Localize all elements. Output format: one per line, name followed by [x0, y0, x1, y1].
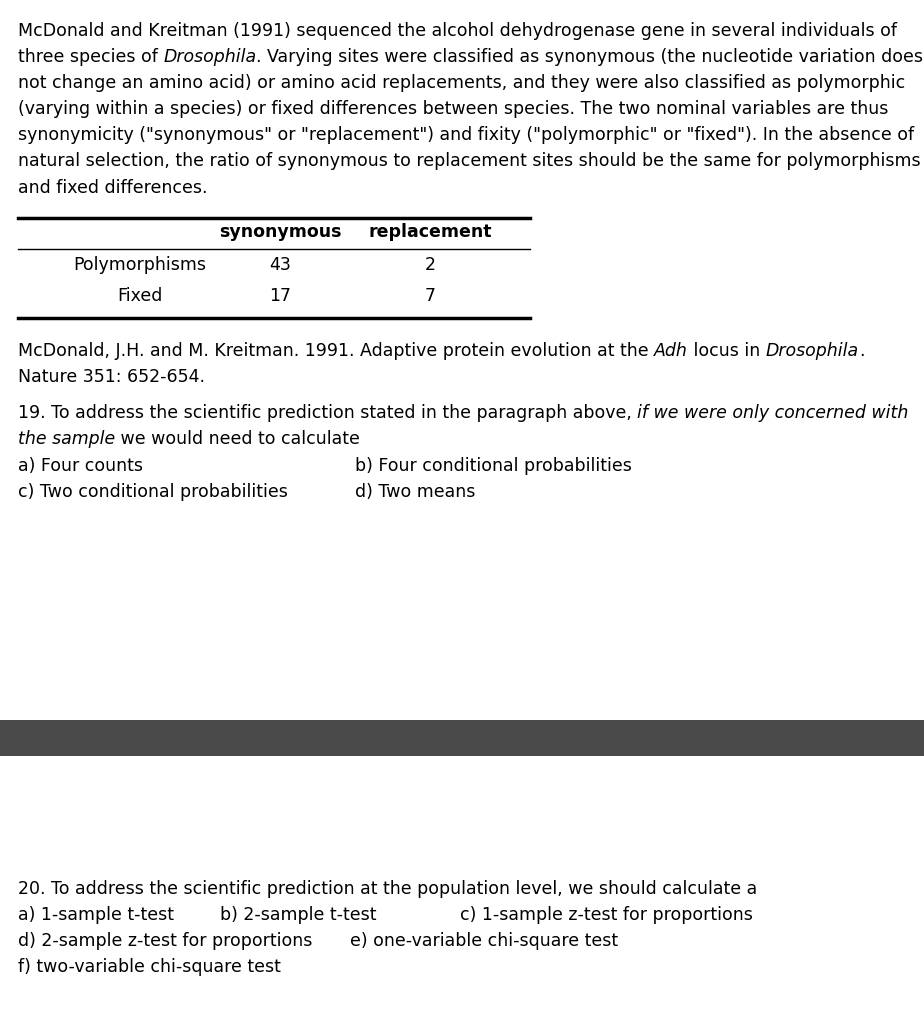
Text: 19. To address the scientific prediction stated in the paragraph above,: 19. To address the scientific prediction… — [18, 404, 638, 422]
Text: f) two-variable chi-square test: f) two-variable chi-square test — [18, 958, 281, 976]
Text: a) Four counts: a) Four counts — [18, 457, 143, 474]
Text: a) 1-sample t-test: a) 1-sample t-test — [18, 906, 174, 924]
Text: McDonald, J.H. and M. Kreitman. 1991. Adaptive protein evolution at the: McDonald, J.H. and M. Kreitman. 1991. Ad… — [18, 342, 654, 359]
Text: b) 2-sample t-test: b) 2-sample t-test — [220, 906, 376, 924]
Text: 7: 7 — [424, 287, 435, 305]
Text: c) Two conditional probabilities: c) Two conditional probabilities — [18, 482, 288, 501]
Text: not change an amino acid) or amino acid replacements, and they were also classif: not change an amino acid) or amino acid … — [18, 74, 906, 92]
Text: 17: 17 — [269, 287, 291, 305]
Text: Nature 351: 652-654.: Nature 351: 652-654. — [18, 368, 205, 386]
Text: .: . — [859, 342, 864, 359]
Text: 20. To address the scientific prediction at the population level, we should calc: 20. To address the scientific prediction… — [18, 880, 758, 898]
Text: if we were only concerned with: if we were only concerned with — [638, 404, 908, 422]
Text: Adh: Adh — [654, 342, 688, 359]
Text: 43: 43 — [269, 256, 291, 273]
Text: Polymorphisms: Polymorphisms — [74, 256, 206, 273]
Text: and fixed differences.: and fixed differences. — [18, 178, 208, 197]
Text: the sample: the sample — [18, 430, 116, 449]
Text: Drosophila: Drosophila — [164, 48, 257, 67]
Text: d) 2-sample z-test for proportions: d) 2-sample z-test for proportions — [18, 932, 312, 950]
Text: synonymicity ("synonymous" or "replacement") and fixity ("polymorphic" or "fixed: synonymicity ("synonymous" or "replaceme… — [18, 126, 914, 144]
Text: three species of: three species of — [18, 48, 164, 67]
Text: Fixed: Fixed — [117, 287, 163, 305]
Text: we would need to calculate: we would need to calculate — [116, 430, 360, 449]
Text: 2: 2 — [424, 256, 435, 273]
Text: locus in: locus in — [688, 342, 766, 359]
Text: McDonald and Kreitman (1991) sequenced the alcohol dehydrogenase gene in several: McDonald and Kreitman (1991) sequenced t… — [18, 22, 897, 40]
Text: Drosophila: Drosophila — [766, 342, 859, 359]
Text: natural selection, the ratio of synonymous to replacement sites should be the sa: natural selection, the ratio of synonymo… — [18, 153, 920, 171]
Text: b) Four conditional probabilities: b) Four conditional probabilities — [355, 457, 632, 474]
Text: d) Two means: d) Two means — [355, 482, 475, 501]
Bar — [0, 720, 924, 756]
Text: (varying within a species) or fixed differences between species. The two nominal: (varying within a species) or fixed diff… — [18, 100, 888, 119]
Text: synonymous: synonymous — [219, 223, 341, 241]
Text: . Varying sites were classified as synonymous (the nucleotide variation does: . Varying sites were classified as synon… — [257, 48, 923, 67]
Text: c) 1-sample z-test for proportions: c) 1-sample z-test for proportions — [460, 906, 753, 924]
Text: e) one-variable chi-square test: e) one-variable chi-square test — [350, 932, 618, 950]
Text: replacement: replacement — [369, 223, 492, 241]
